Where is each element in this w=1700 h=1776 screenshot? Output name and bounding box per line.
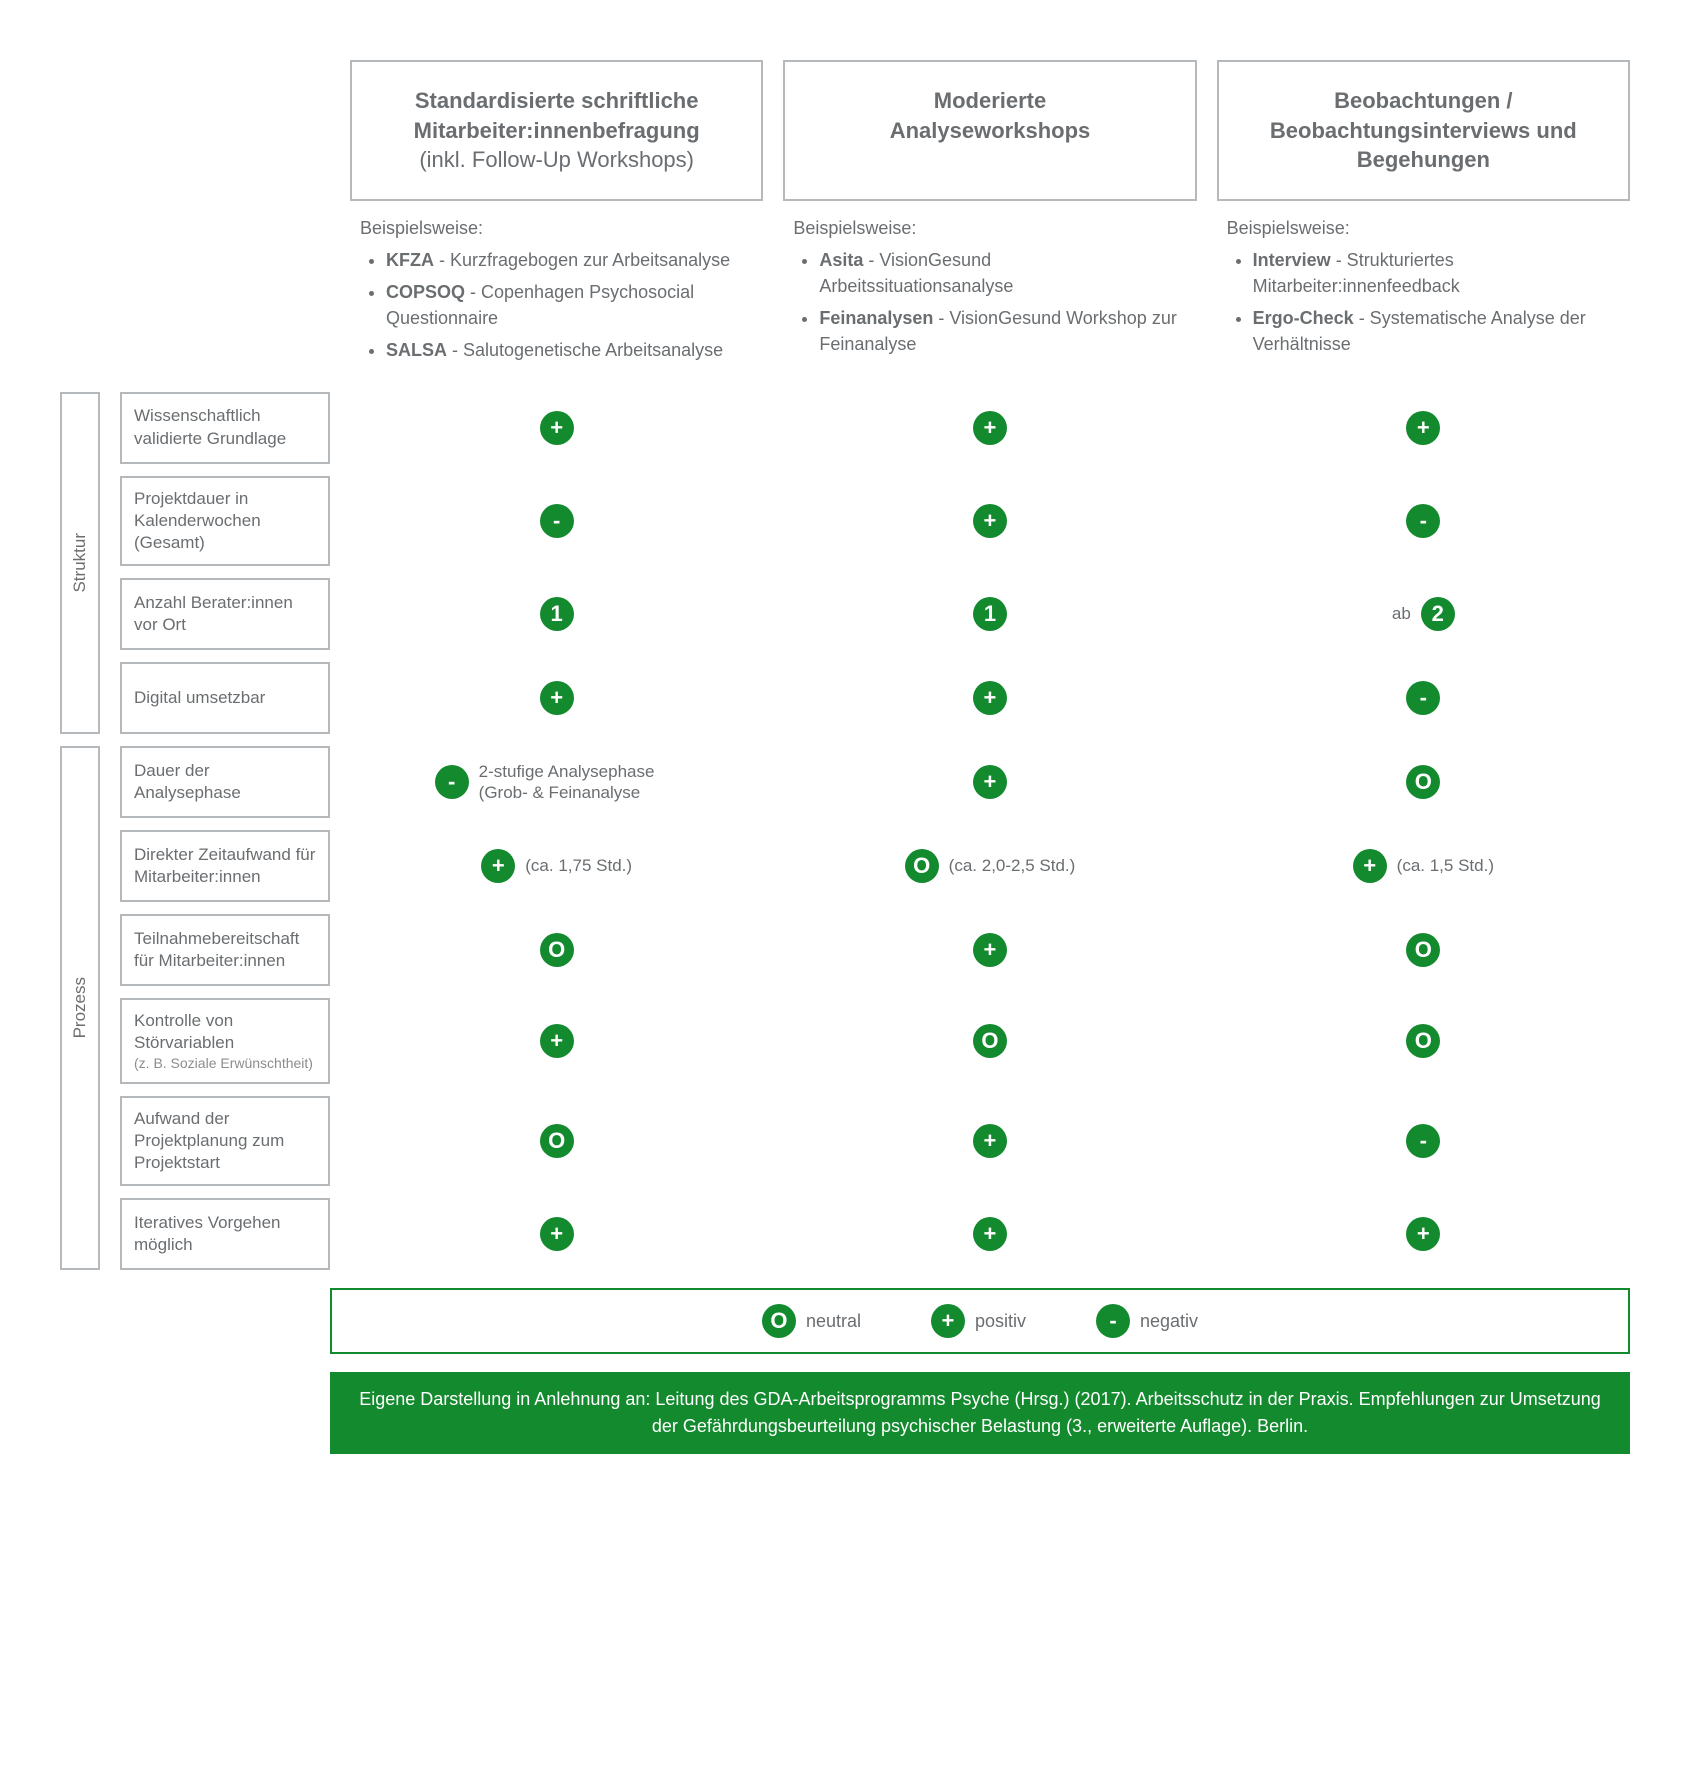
rating-icon: O (1406, 1024, 1440, 1058)
matrix-cell: - (350, 476, 763, 566)
row-label: Dauer der Analysephase (120, 746, 330, 818)
matrix-cell: O (783, 998, 1196, 1084)
rating-icon: - (540, 504, 574, 538)
row-label: Kontrolle von Störvariablen(z. B. Sozial… (120, 998, 330, 1084)
column-header-3: Beobachtungen / Beobachtungsinterviews u… (1217, 60, 1630, 201)
matrix-cell: O (350, 914, 763, 986)
legend-neutral: O neutral (762, 1304, 861, 1338)
rating-icon: O (1406, 933, 1440, 967)
matrix-cell: ab2 (1217, 578, 1630, 650)
minus-icon: - (1096, 1304, 1130, 1338)
comparison-matrix: Struktur Wissenschaftlich validierte Grun… (60, 380, 1630, 1271)
rating-icon: + (973, 1124, 1007, 1158)
matrix-cell: 1 (350, 578, 763, 650)
legend-positive: + positiv (931, 1304, 1026, 1338)
matrix-cell: O (350, 1096, 763, 1186)
matrix-cell: + (1217, 392, 1630, 464)
rating-icon: + (973, 933, 1007, 967)
rating-icon: O (1406, 765, 1440, 799)
matrix-cell: + (350, 998, 763, 1084)
rating-icon: 1 (540, 597, 574, 631)
rating-icon: + (1353, 849, 1387, 883)
rating-icon: + (973, 1217, 1007, 1251)
matrix-cell: - (1217, 476, 1630, 566)
matrix-cell: -2-stufige Analysephase (Grob- & Feinana… (350, 746, 763, 818)
matrix-cell: + (783, 476, 1196, 566)
rating-icon: + (1406, 411, 1440, 445)
group-label: Struktur (60, 392, 100, 734)
row-label: Wissenschaftlich validierte Grundlage (120, 392, 330, 464)
rating-icon: - (435, 765, 469, 799)
rating-icon: + (973, 765, 1007, 799)
column-header-1: Standardisierte schriftliche Mitarbeiter… (350, 60, 763, 201)
row-label: Teilnahmebereitschaft für Mitarbeiter:in… (120, 914, 330, 986)
matrix-cell: + (783, 914, 1196, 986)
legend-negative: - negativ (1096, 1304, 1198, 1338)
row-label: Direkter Zeitaufwand für Mitarbeiter:inn… (120, 830, 330, 902)
matrix-cell: + (783, 1096, 1196, 1186)
rating-icon: - (1406, 504, 1440, 538)
plus-icon: + (931, 1304, 965, 1338)
matrix-cell: O (1217, 998, 1630, 1084)
rating-icon: O (540, 933, 574, 967)
matrix-cell: - (1217, 1096, 1630, 1186)
rating-icon: + (973, 681, 1007, 715)
rating-icon: + (481, 849, 515, 883)
matrix-cell: + (783, 662, 1196, 734)
rating-icon: + (540, 411, 574, 445)
matrix-cell: + (783, 1198, 1196, 1270)
matrix-cell: O (1217, 914, 1630, 986)
rating-icon: O (905, 849, 939, 883)
rating-icon: + (973, 411, 1007, 445)
matrix-cell: + (350, 662, 763, 734)
rating-icon: 1 (973, 597, 1007, 631)
examples-col-2: Beispielsweise: Asita - VisionGesund Arb… (783, 201, 1196, 369)
rating-icon: + (973, 504, 1007, 538)
matrix-cell: 1 (783, 578, 1196, 650)
rating-icon: + (540, 681, 574, 715)
row-label: Iteratives Vorgehen möglich (120, 1198, 330, 1270)
rating-icon: - (1406, 1124, 1440, 1158)
rating-icon: - (1406, 681, 1440, 715)
row-label: Digital umsetzbar (120, 662, 330, 734)
matrix-cell: +(ca. 1,5 Std.) (1217, 830, 1630, 902)
row-label: Anzahl Berater:innen vor Ort (120, 578, 330, 650)
rating-icon: + (540, 1217, 574, 1251)
rating-icon: + (1406, 1217, 1440, 1251)
matrix-cell: + (783, 746, 1196, 818)
matrix-cell: + (783, 392, 1196, 464)
matrix-cell: - (1217, 662, 1630, 734)
legend: O neutral + positiv - negativ (330, 1288, 1630, 1354)
matrix-cell: O(ca. 2,0-2,5 Std.) (783, 830, 1196, 902)
matrix-cell: + (350, 1198, 763, 1270)
matrix-cell: O (1217, 746, 1630, 818)
group-label: Prozess (60, 746, 100, 1271)
row-label: Aufwand der Projektplanung zum Projektst… (120, 1096, 330, 1186)
rating-icon: O (973, 1024, 1007, 1058)
examples-col-3: Beispielsweise: Interview - Strukturiert… (1217, 201, 1630, 369)
rating-icon: + (540, 1024, 574, 1058)
matrix-cell: + (350, 392, 763, 464)
rating-icon: 2 (1421, 597, 1455, 631)
row-label: Projektdauer in Kalenderwochen (Gesamt) (120, 476, 330, 566)
source-citation: Eigene Darstellung in Anlehnung an: Leit… (330, 1372, 1630, 1454)
column-header-2: Moderierte Analyseworkshops (783, 60, 1196, 201)
matrix-cell: +(ca. 1,75 Std.) (350, 830, 763, 902)
matrix-cell: + (1217, 1198, 1630, 1270)
neutral-icon: O (762, 1304, 796, 1338)
rating-icon: O (540, 1124, 574, 1158)
header-grid: Standardisierte schriftliche Mitarbeiter… (60, 60, 1630, 370)
examples-col-1: Beispielsweise: KFZA - Kurzfragebogen zu… (350, 201, 763, 369)
